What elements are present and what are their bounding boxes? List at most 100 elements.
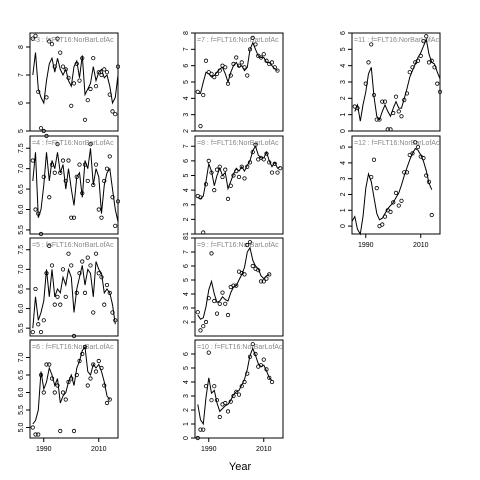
y-tick-label: 7.0 — [18, 353, 25, 363]
y-tick-label: 7 — [183, 144, 190, 148]
data-point — [261, 157, 266, 162]
data-point — [217, 164, 222, 169]
data-point — [214, 71, 220, 76]
data-point — [58, 428, 63, 434]
y-tick-label: 7 — [183, 250, 190, 254]
data-point — [245, 164, 250, 169]
data-point — [82, 344, 88, 350]
data-point — [407, 70, 412, 75]
data-point — [36, 89, 41, 94]
y-tick-label: 5 — [183, 80, 190, 84]
data-point — [80, 56, 85, 61]
data-point — [91, 56, 96, 61]
data-point — [115, 199, 121, 204]
y-tick-label: 1 — [340, 113, 347, 117]
data-point — [267, 160, 272, 165]
data-point — [60, 64, 66, 69]
x-tick-label: 1990 — [36, 446, 52, 453]
y-tick-label: 7 — [18, 73, 25, 77]
data-point — [404, 170, 410, 175]
panel-label: =6 : f=FLT16:NorBarLofAc — [32, 344, 114, 351]
y-tick-label: 6 — [183, 352, 190, 356]
panel-9: =6 : f=FLT16:NorBarLofAc 5.0 5.5 6.0 6.5 7.0 1… — [18, 339, 119, 453]
data-point — [437, 89, 443, 94]
panel-frame — [29, 32, 119, 132]
y-tick-label: 5.5 — [18, 225, 25, 235]
data-point — [264, 151, 269, 156]
data-point — [47, 362, 52, 367]
data-point — [104, 166, 110, 171]
data-point — [69, 103, 74, 108]
data-point — [247, 47, 253, 52]
data-point — [66, 158, 71, 163]
data-point — [223, 65, 228, 70]
panel-label: =10 : f=FLT16:NorBarLofAc — [197, 344, 283, 351]
panel-frame — [29, 135, 119, 235]
data-point — [74, 61, 79, 66]
y-tick-label: 5 — [340, 145, 347, 149]
panel-5: =8 : f=FLT16:NorBarLofAc 1 2 3 4 5 6 7 — [183, 135, 284, 236]
data-point — [435, 81, 440, 86]
data-point — [212, 298, 217, 304]
data-point — [49, 42, 55, 47]
data-point — [217, 68, 222, 73]
data-point — [82, 290, 88, 295]
data-point — [107, 397, 112, 402]
data-point — [36, 211, 41, 216]
data-point — [107, 290, 112, 295]
data-point — [38, 372, 44, 378]
data-point — [247, 354, 253, 359]
data-point — [203, 58, 209, 63]
fitted-line — [32, 261, 116, 329]
data-point — [52, 64, 57, 69]
x-tick-label: 1990 — [201, 446, 217, 453]
data-point — [239, 60, 244, 65]
data-point — [113, 223, 118, 228]
fitted-line — [32, 148, 119, 222]
data-point — [410, 151, 415, 156]
data-point — [41, 318, 46, 323]
data-point — [198, 427, 203, 432]
data-point — [85, 98, 90, 103]
data-point — [212, 75, 217, 80]
data-point — [399, 114, 404, 119]
data-point — [63, 178, 68, 184]
data-point — [245, 242, 250, 248]
data-point — [82, 117, 88, 122]
data-point — [47, 39, 52, 44]
data-point — [267, 272, 272, 277]
y-tick-label: 8 — [18, 45, 25, 49]
data-point — [38, 329, 44, 335]
data-point — [261, 357, 266, 362]
fitted-line — [351, 147, 433, 236]
data-point — [82, 162, 88, 167]
data-point — [220, 174, 225, 180]
data-point — [49, 376, 55, 381]
data-point — [30, 158, 35, 163]
data-point — [385, 127, 390, 132]
data-point — [404, 91, 410, 96]
data-point — [60, 390, 66, 395]
data-point — [60, 267, 66, 272]
y-tick-label: 6.0 — [18, 304, 25, 314]
data-point — [44, 95, 49, 100]
data-point — [242, 379, 247, 385]
data-point — [198, 195, 203, 200]
x-tick-label: 2010 — [91, 446, 107, 453]
y-tick-label: 5.0 — [18, 423, 25, 433]
data-point — [247, 240, 253, 245]
data-point — [239, 384, 244, 389]
y-tick-label: 6.0 — [18, 205, 25, 215]
data-point — [380, 99, 385, 104]
data-point — [96, 271, 101, 276]
data-point — [421, 156, 426, 161]
data-point — [393, 94, 399, 99]
data-point — [80, 259, 85, 264]
data-point — [99, 365, 104, 371]
data-point — [33, 207, 38, 212]
data-point — [85, 178, 90, 184]
y-tick-label: 6.0 — [18, 388, 25, 398]
data-point — [60, 158, 66, 163]
data-point — [388, 209, 393, 214]
